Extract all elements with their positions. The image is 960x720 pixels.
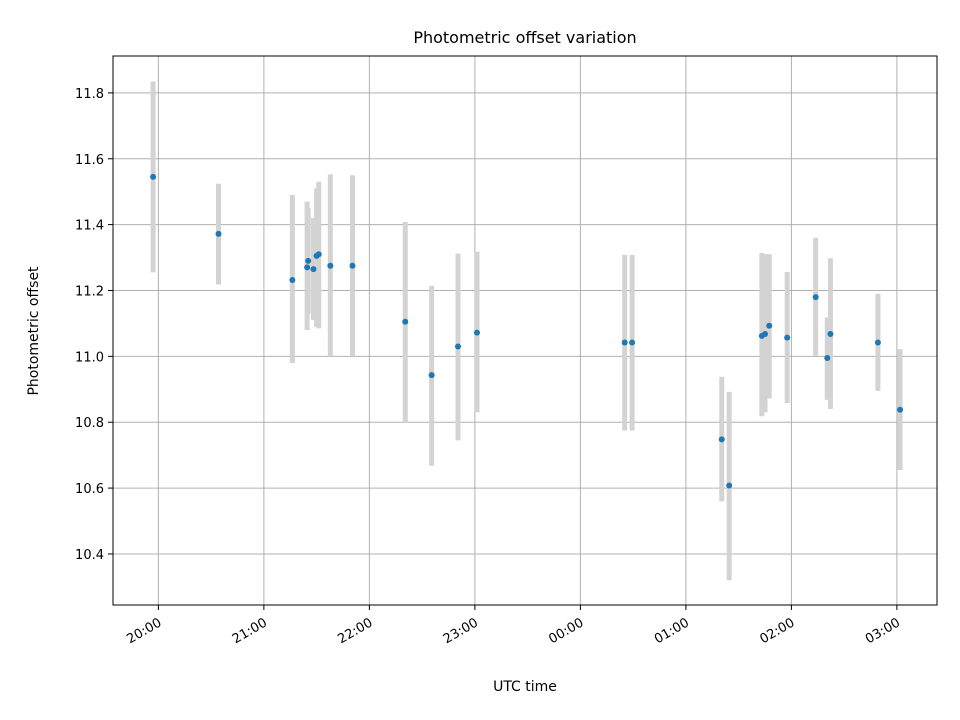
data-point — [827, 330, 834, 337]
data-point — [629, 339, 636, 346]
data-points — [150, 173, 904, 489]
y-tick-label: 11.0 — [75, 350, 104, 365]
grid — [113, 56, 937, 605]
data-point — [305, 257, 312, 264]
data-point — [310, 266, 317, 273]
data-point — [327, 262, 334, 269]
data-point — [315, 251, 322, 258]
data-point — [289, 276, 296, 283]
data-point — [874, 339, 881, 346]
y-tick-label: 11.2 — [75, 284, 104, 299]
plot-area-frame — [112, 55, 938, 606]
data-point — [150, 173, 157, 180]
x-axis-label: UTC time — [493, 679, 557, 695]
data-point — [402, 318, 409, 325]
chart-title: Photometric offset variation — [413, 28, 636, 47]
data-point — [824, 354, 831, 361]
y-axis-label: Photometric offset — [26, 266, 42, 396]
y-tick-label: 11.8 — [75, 87, 104, 102]
data-point — [304, 264, 311, 271]
y-tick-label: 10.6 — [75, 482, 104, 497]
y-tick-label: 10.4 — [75, 548, 104, 563]
y-axis-ticks: 10.4 10.6 10.8 11.0 11.2 11.4 11.6 11.8 — [75, 87, 113, 563]
y-tick-label: 10.8 — [75, 416, 104, 431]
data-point — [473, 329, 480, 336]
y-tick-label: 11.6 — [75, 153, 104, 168]
data-point — [215, 230, 222, 237]
data-point — [621, 339, 628, 346]
y-tick-label: 11.4 — [75, 219, 104, 234]
data-point — [349, 262, 356, 269]
data-point — [726, 482, 733, 489]
data-point — [428, 372, 435, 379]
data-point — [784, 334, 791, 341]
data-point — [766, 322, 773, 329]
data-point — [455, 343, 462, 350]
data-point — [762, 330, 769, 337]
data-point — [718, 436, 725, 443]
data-point — [897, 406, 904, 413]
data-point — [812, 294, 819, 301]
